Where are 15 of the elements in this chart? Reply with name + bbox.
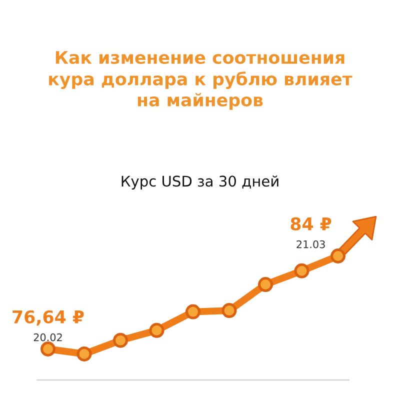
- point: [294, 263, 310, 278]
- text: 76,64 ₽: [12, 310, 84, 326]
- annotation: 20.02: [34, 333, 62, 342]
- text: 84 ₽: [290, 217, 332, 230]
- text: 21.03: [296, 240, 325, 248]
- point: [222, 303, 237, 318]
- chart-title: Как изменение соотношения кура доллара к рублю влияет на майнеров: [49, 51, 352, 110]
- point: [258, 277, 273, 292]
- point: [186, 304, 200, 320]
- point: [330, 248, 346, 264]
- point: [149, 322, 164, 338]
- point: [76, 346, 92, 362]
- chart-subtitle: Курс USD за 30 дней: [122, 175, 278, 190]
- point: [40, 342, 56, 356]
- point: [113, 332, 128, 348]
